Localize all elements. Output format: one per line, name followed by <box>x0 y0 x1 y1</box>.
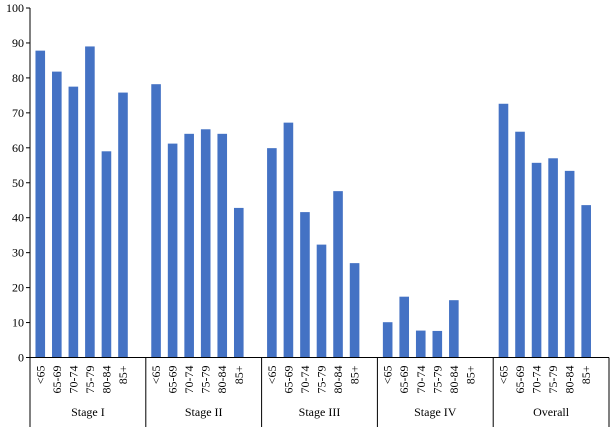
bar <box>316 244 327 358</box>
bar <box>68 86 79 358</box>
bar <box>449 300 459 358</box>
x-tick-label: 80-84 <box>447 366 461 394</box>
x-tick-label: 65-69 <box>397 366 411 394</box>
bar <box>35 50 46 358</box>
x-tick-label: <65 <box>265 366 279 385</box>
bar <box>581 205 591 358</box>
bar <box>548 158 558 358</box>
group-label: Stage IV <box>414 405 457 419</box>
bar <box>531 162 542 358</box>
y-axis: 0 10 20 30 40 50 60 70 80 90 100 <box>6 1 31 365</box>
y-tick-label: 60 <box>12 141 24 155</box>
x-tick-label: 85+ <box>579 365 593 384</box>
y-tick-label: 70 <box>12 106 24 120</box>
bar <box>200 129 211 358</box>
bar <box>151 84 161 358</box>
bar <box>399 296 410 358</box>
bar <box>118 92 128 358</box>
y-tick-label: 0 <box>18 351 24 365</box>
x-tick-label: 70-74 <box>530 366 544 394</box>
x-tick-label: 75-79 <box>315 366 329 394</box>
y-tick-label: 50 <box>12 176 24 190</box>
bar <box>498 103 509 358</box>
bar <box>101 151 112 358</box>
x-tick-label: 85+ <box>348 365 362 384</box>
y-tick-label: 30 <box>12 246 24 260</box>
y-tick-label: 20 <box>12 281 24 295</box>
x-tick-label: 75-79 <box>430 366 444 394</box>
x-tick-label: 75-79 <box>546 366 560 394</box>
y-tick-label: 10 <box>12 316 24 330</box>
bar <box>52 71 62 358</box>
bar <box>333 191 343 358</box>
x-tick-label: 65-69 <box>50 366 64 394</box>
bar <box>564 170 575 358</box>
x-tick-label: 80-84 <box>331 366 345 394</box>
x-tick-label: 65-69 <box>166 366 180 394</box>
x-tick-label: 70-74 <box>182 366 196 394</box>
group-label: Stage I <box>71 405 105 419</box>
x-tick-label: 65-69 <box>513 366 527 394</box>
x-tick-label: <65 <box>149 366 163 385</box>
bar <box>349 263 360 358</box>
y-tick-label: 80 <box>12 71 24 85</box>
x-tick-label: <65 <box>496 366 510 385</box>
x-tick-label: 70-74 <box>66 366 80 394</box>
x-tick-label: 75-79 <box>83 366 97 394</box>
bar <box>267 148 277 358</box>
y-tick-label: 40 <box>12 211 24 225</box>
bar <box>85 46 95 358</box>
x-tick-label: <65 <box>33 366 47 385</box>
x-tick-label: 80-84 <box>99 366 113 394</box>
x-tick-label: 85+ <box>463 365 477 384</box>
y-tick-label: 90 <box>12 36 24 50</box>
x-tick-label: 65-69 <box>281 366 295 394</box>
x-tick-label: 70-74 <box>298 366 312 394</box>
x-tick-label: 80-84 <box>215 366 229 394</box>
x-axis: <65 65-69 70-74 75-79 80-84 85+Stage I<65 65-6… <box>29 357 610 427</box>
bar <box>515 131 525 358</box>
group-label: Overall <box>533 405 570 419</box>
bar <box>415 330 426 358</box>
bar <box>184 133 194 358</box>
x-tick-label: 85+ <box>116 365 130 384</box>
bar <box>432 330 443 358</box>
x-tick-label: 80-84 <box>563 366 577 394</box>
bar <box>167 143 178 358</box>
x-tick-label: 75-79 <box>199 366 213 394</box>
bars <box>35 46 591 358</box>
bar <box>300 212 310 358</box>
group-label: Stage II <box>185 405 223 419</box>
x-tick-label: 70-74 <box>414 366 428 394</box>
bar <box>283 122 294 358</box>
bar <box>233 207 244 358</box>
x-tick-label: 85+ <box>232 365 246 384</box>
bar <box>382 322 393 358</box>
bar <box>217 133 228 358</box>
y-tick-label: 100 <box>6 1 24 15</box>
x-tick-label: <65 <box>381 366 395 385</box>
group-label: Stage III <box>299 405 341 419</box>
